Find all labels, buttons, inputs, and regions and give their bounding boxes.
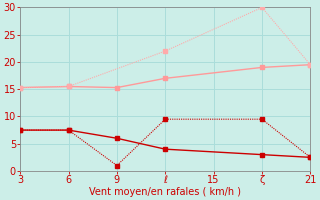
X-axis label: Vent moyen/en rafales ( km/h ): Vent moyen/en rafales ( km/h ) [89,187,241,197]
